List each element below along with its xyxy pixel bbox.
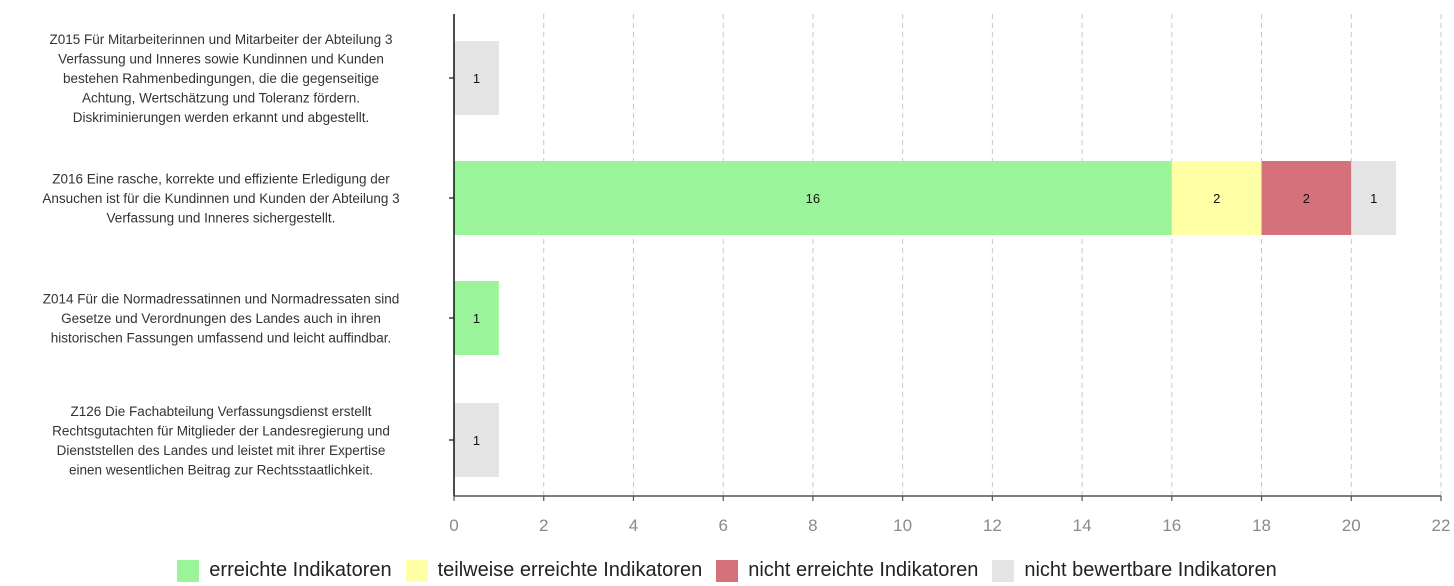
bar-segment (1171, 161, 1262, 235)
legend-label: nicht erreichte Indikatoren (748, 559, 979, 581)
bar-segment (454, 41, 499, 115)
category-label: Z014 Für die Normadressatinnen und Norma… (43, 292, 399, 346)
grid-lines (543, 14, 1442, 496)
bar-value-label: 2 (1303, 191, 1310, 206)
x-tick-label: 8 (808, 516, 817, 535)
x-tick-label: 22 (1432, 516, 1451, 535)
legend-swatch (992, 559, 1015, 582)
legend-item: nicht erreichte Indikatoren (716, 559, 978, 582)
x-tick-label: 16 (1162, 516, 1181, 535)
bar-value-label: 1 (1370, 191, 1377, 206)
legend-item: erreichte Indikatoren (177, 559, 392, 582)
legend-swatch (177, 559, 200, 582)
axes (449, 14, 1442, 501)
legend-item: nicht bewertbare Indikatoren (992, 559, 1277, 582)
legend-label: nicht bewertbare Indikatoren (1024, 559, 1277, 581)
bar-value-label: 16 (806, 191, 820, 206)
bar-segment (454, 161, 1172, 235)
x-tick-label: 0 (449, 516, 458, 535)
x-tick-label: 6 (718, 516, 727, 535)
legend-item: teilweise erreichte Indikatoren (405, 559, 703, 582)
category-label: Z016 Eine rasche, korrekte und effizient… (42, 172, 399, 226)
bar-segment (1351, 161, 1397, 235)
category-labels: Z015 Für Mitarbeiterinnen und Mitarbeite… (42, 32, 399, 477)
bar-value-label: 1 (473, 311, 480, 326)
bar-segment (1261, 161, 1352, 235)
legend-label: teilweise erreichte Indikatoren (437, 559, 703, 581)
bar-segment (454, 403, 499, 477)
legend-swatch (716, 559, 739, 582)
x-tick-label: 12 (983, 516, 1002, 535)
bar-value-labels: 1 16 2 2 1 1 1 (473, 71, 1378, 448)
bars (454, 41, 1397, 477)
legend-swatch (405, 559, 428, 582)
bar-value-label: 2 (1213, 191, 1220, 206)
x-tick-label: 18 (1252, 516, 1271, 535)
x-tick-label: 4 (629, 516, 638, 535)
x-tick-labels: 0 2 4 6 8 10 12 14 16 18 20 22 (449, 516, 1450, 535)
x-tick-label: 2 (539, 516, 548, 535)
legend-label: erreichte Indikatoren (209, 559, 392, 581)
category-label: Z126 Die Fachabteilung Verfassungsdienst… (52, 404, 390, 478)
x-tick-label: 14 (1073, 516, 1092, 535)
x-tick-label: 10 (893, 516, 912, 535)
bar-segment (454, 281, 499, 355)
legend: erreichte Indikatoren teilweise erreichte… (0, 559, 1454, 582)
bar-value-label: 1 (473, 433, 480, 448)
bar-value-label: 1 (473, 71, 480, 86)
x-tick-label: 20 (1342, 516, 1361, 535)
category-label: Z015 Für Mitarbeiterinnen und Mitarbeite… (50, 32, 393, 125)
